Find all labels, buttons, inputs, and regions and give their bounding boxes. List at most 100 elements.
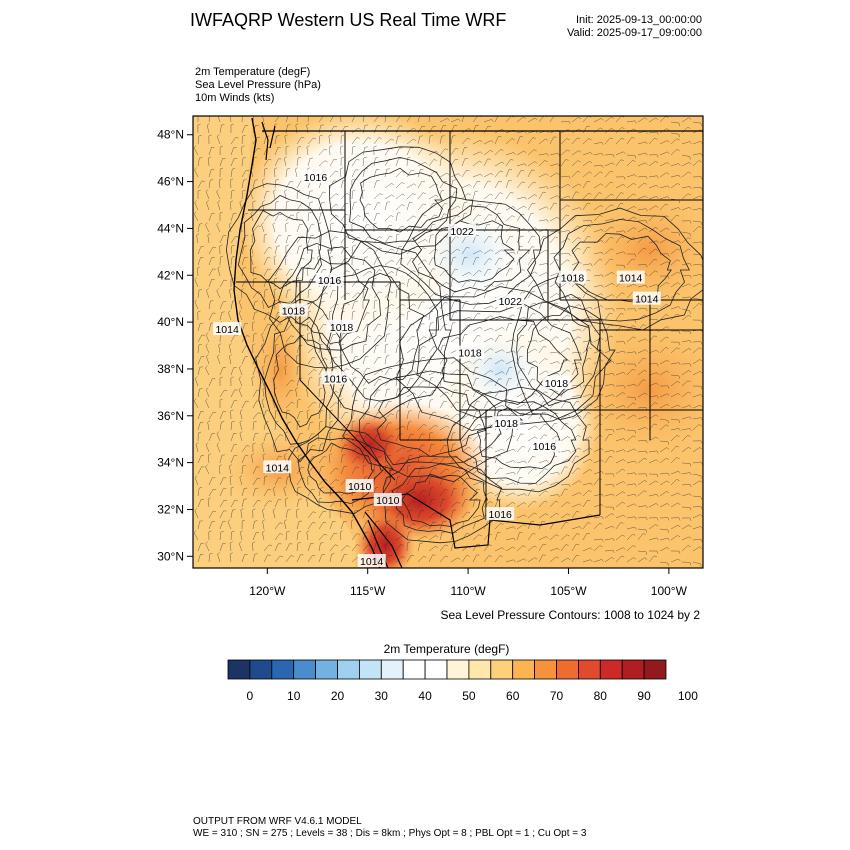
wind-barb-flag (512, 502, 516, 505)
wind-barb-flag (367, 433, 371, 435)
wind-barb-flag (489, 501, 493, 504)
wind-barb (494, 192, 501, 200)
wind-barb-flag (577, 137, 581, 140)
wind-barb (395, 171, 402, 178)
lon-tick-label: 120°W (249, 584, 286, 598)
wind-barb-flag (346, 424, 350, 426)
wind-barb-flag (587, 412, 591, 414)
wind-barb-flag (632, 160, 636, 162)
wind-barb (483, 380, 491, 387)
wind-barb (659, 403, 668, 409)
wind-barb (505, 378, 510, 387)
wind-barb (230, 246, 233, 255)
wind-barb-flag (412, 335, 416, 338)
wind-barb (494, 532, 498, 541)
wind-barb (604, 116, 612, 123)
wind-barb-flag (199, 388, 203, 390)
wind-barb-flag (532, 202, 536, 205)
wind-barb (670, 214, 677, 222)
wind-barb (604, 258, 611, 266)
wind-barb (340, 521, 344, 530)
wind-barb (472, 116, 479, 123)
wind-barb (450, 557, 458, 563)
wind-barb (428, 279, 431, 288)
wind-barb-flag (587, 203, 591, 205)
wind-barb-flag (231, 530, 235, 533)
wind-barb (472, 543, 478, 552)
wind-barb-flag (523, 150, 527, 153)
wind-barb-flag (632, 336, 636, 339)
wind-barb-flag (250, 255, 254, 258)
wind-barb (615, 459, 624, 464)
wind-barb-flag (257, 136, 261, 138)
wind-barb (626, 368, 633, 376)
wind-barb-flag (319, 134, 323, 137)
wind-barb-flag (230, 123, 234, 126)
wind-barb (538, 315, 546, 321)
wind-barb (582, 247, 588, 255)
wind-barb-flag (424, 535, 428, 539)
wind-barb (428, 444, 432, 453)
wind-barb-flag (676, 248, 680, 251)
wind-barb (659, 172, 667, 178)
wind-barb (351, 137, 357, 145)
wind-barb (207, 235, 210, 244)
wind-barb (582, 373, 591, 376)
wind-barb-flag (556, 512, 560, 515)
wind-barb (604, 513, 612, 519)
wind-barb-flag (689, 275, 692, 279)
pressure-label: 1016 (489, 509, 513, 521)
wind-barb-flag (193, 145, 197, 149)
pressure-label-bg (373, 493, 402, 507)
colorbar-label: 60 (506, 689, 520, 703)
wind-barb (670, 132, 679, 135)
wind-barb (560, 120, 569, 123)
colorbar-swatch (337, 659, 360, 680)
wind-barb (670, 174, 679, 178)
wind-barb-flag (667, 162, 670, 165)
wind-barb (252, 279, 254, 288)
wind-barb-flag (468, 446, 472, 449)
lat-tick-label: 34°N (157, 456, 184, 470)
wind-barb (373, 369, 381, 376)
wind-barb-flag (579, 207, 582, 211)
wind-barb-flag (318, 222, 322, 225)
wind-barb (439, 148, 446, 156)
wind-barb-flag (601, 274, 604, 278)
wind-barb (340, 180, 344, 189)
wind-barb-flag (588, 192, 592, 195)
wind-barb-flag (667, 295, 670, 298)
wind-barb (571, 511, 577, 519)
wind-barb-flag (513, 350, 516, 354)
valid-time: Valid: 2025-09-17_09:00:00 (567, 27, 702, 39)
wind-barb-flag (645, 162, 648, 166)
wind-barb (527, 378, 533, 387)
wind-barb-flag (589, 161, 593, 164)
wind-barb-flag (452, 322, 456, 324)
wind-barb-flag (656, 517, 659, 521)
wind-barb (571, 150, 579, 156)
wind-barb-flag (644, 392, 648, 395)
wind-barb-flag (587, 246, 591, 249)
wind-barb (604, 313, 610, 321)
wind-barb (274, 335, 280, 343)
wind-barb-flag (430, 399, 434, 401)
wind-barb-flag (207, 497, 211, 500)
wind-barb (450, 136, 453, 145)
wind-barb (681, 296, 690, 299)
wind-barb-flag (205, 398, 208, 401)
wind-barb (439, 158, 442, 167)
wind-barb (692, 394, 701, 398)
wind-barb (362, 312, 367, 321)
wind-barb-flag (341, 343, 345, 346)
pressure-label: 1018 (561, 273, 585, 285)
wind-barb (604, 272, 613, 277)
wind-barb-flag (623, 341, 626, 345)
wind-barb (648, 480, 656, 486)
wind-barb-flag (261, 398, 265, 401)
colorbar-swatch (556, 659, 579, 680)
wind-barb (274, 147, 279, 156)
wind-barb-flag (601, 350, 604, 354)
wind-barb-flag (612, 507, 615, 511)
